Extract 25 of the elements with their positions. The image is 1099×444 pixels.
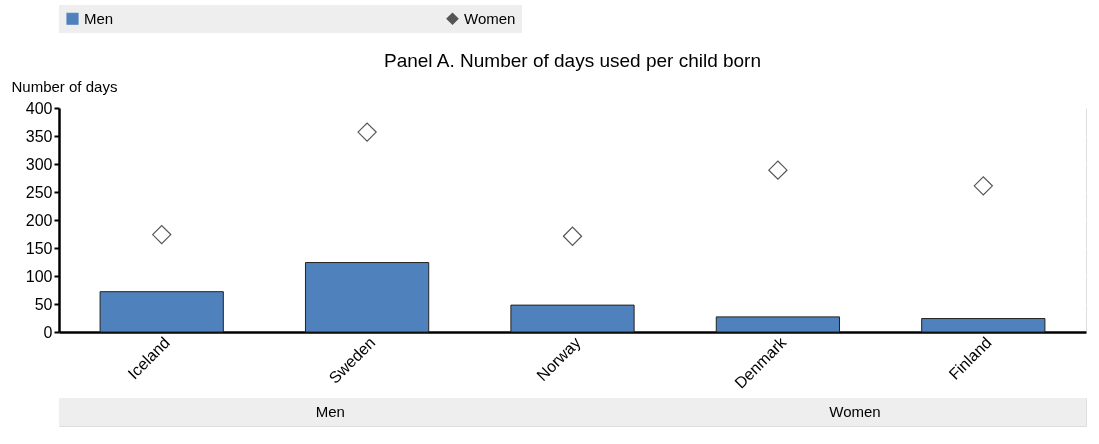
text: Women <box>829 403 881 420</box>
y-tick-label: 400 <box>25 99 53 117</box>
y-tick-label: 250 <box>25 183 53 201</box>
legend-label: Men <box>84 9 114 27</box>
point <box>562 226 583 246</box>
y-tick-label: 350 <box>25 127 53 145</box>
y-tick-label: 200 <box>25 211 53 229</box>
text: Men <box>315 403 345 420</box>
point <box>357 122 377 142</box>
bar <box>304 262 430 333</box>
y-tick-label: 100 <box>25 267 53 285</box>
bar <box>510 304 635 333</box>
bar <box>921 318 1046 333</box>
chart-title: Panel A. Number of days used per child born <box>383 50 762 71</box>
y-tick-label: 50 <box>34 295 53 313</box>
y-axis-title: Number of days <box>11 77 118 95</box>
bar <box>99 291 224 333</box>
bar <box>715 316 841 333</box>
point <box>768 160 788 180</box>
point <box>973 176 993 196</box>
y-tick-label: 0 <box>43 323 53 341</box>
legend-label: Women <box>464 9 516 27</box>
point <box>152 224 172 245</box>
y-tick-label: 150 <box>25 239 53 257</box>
y-tick-label: 300 <box>25 155 53 173</box>
